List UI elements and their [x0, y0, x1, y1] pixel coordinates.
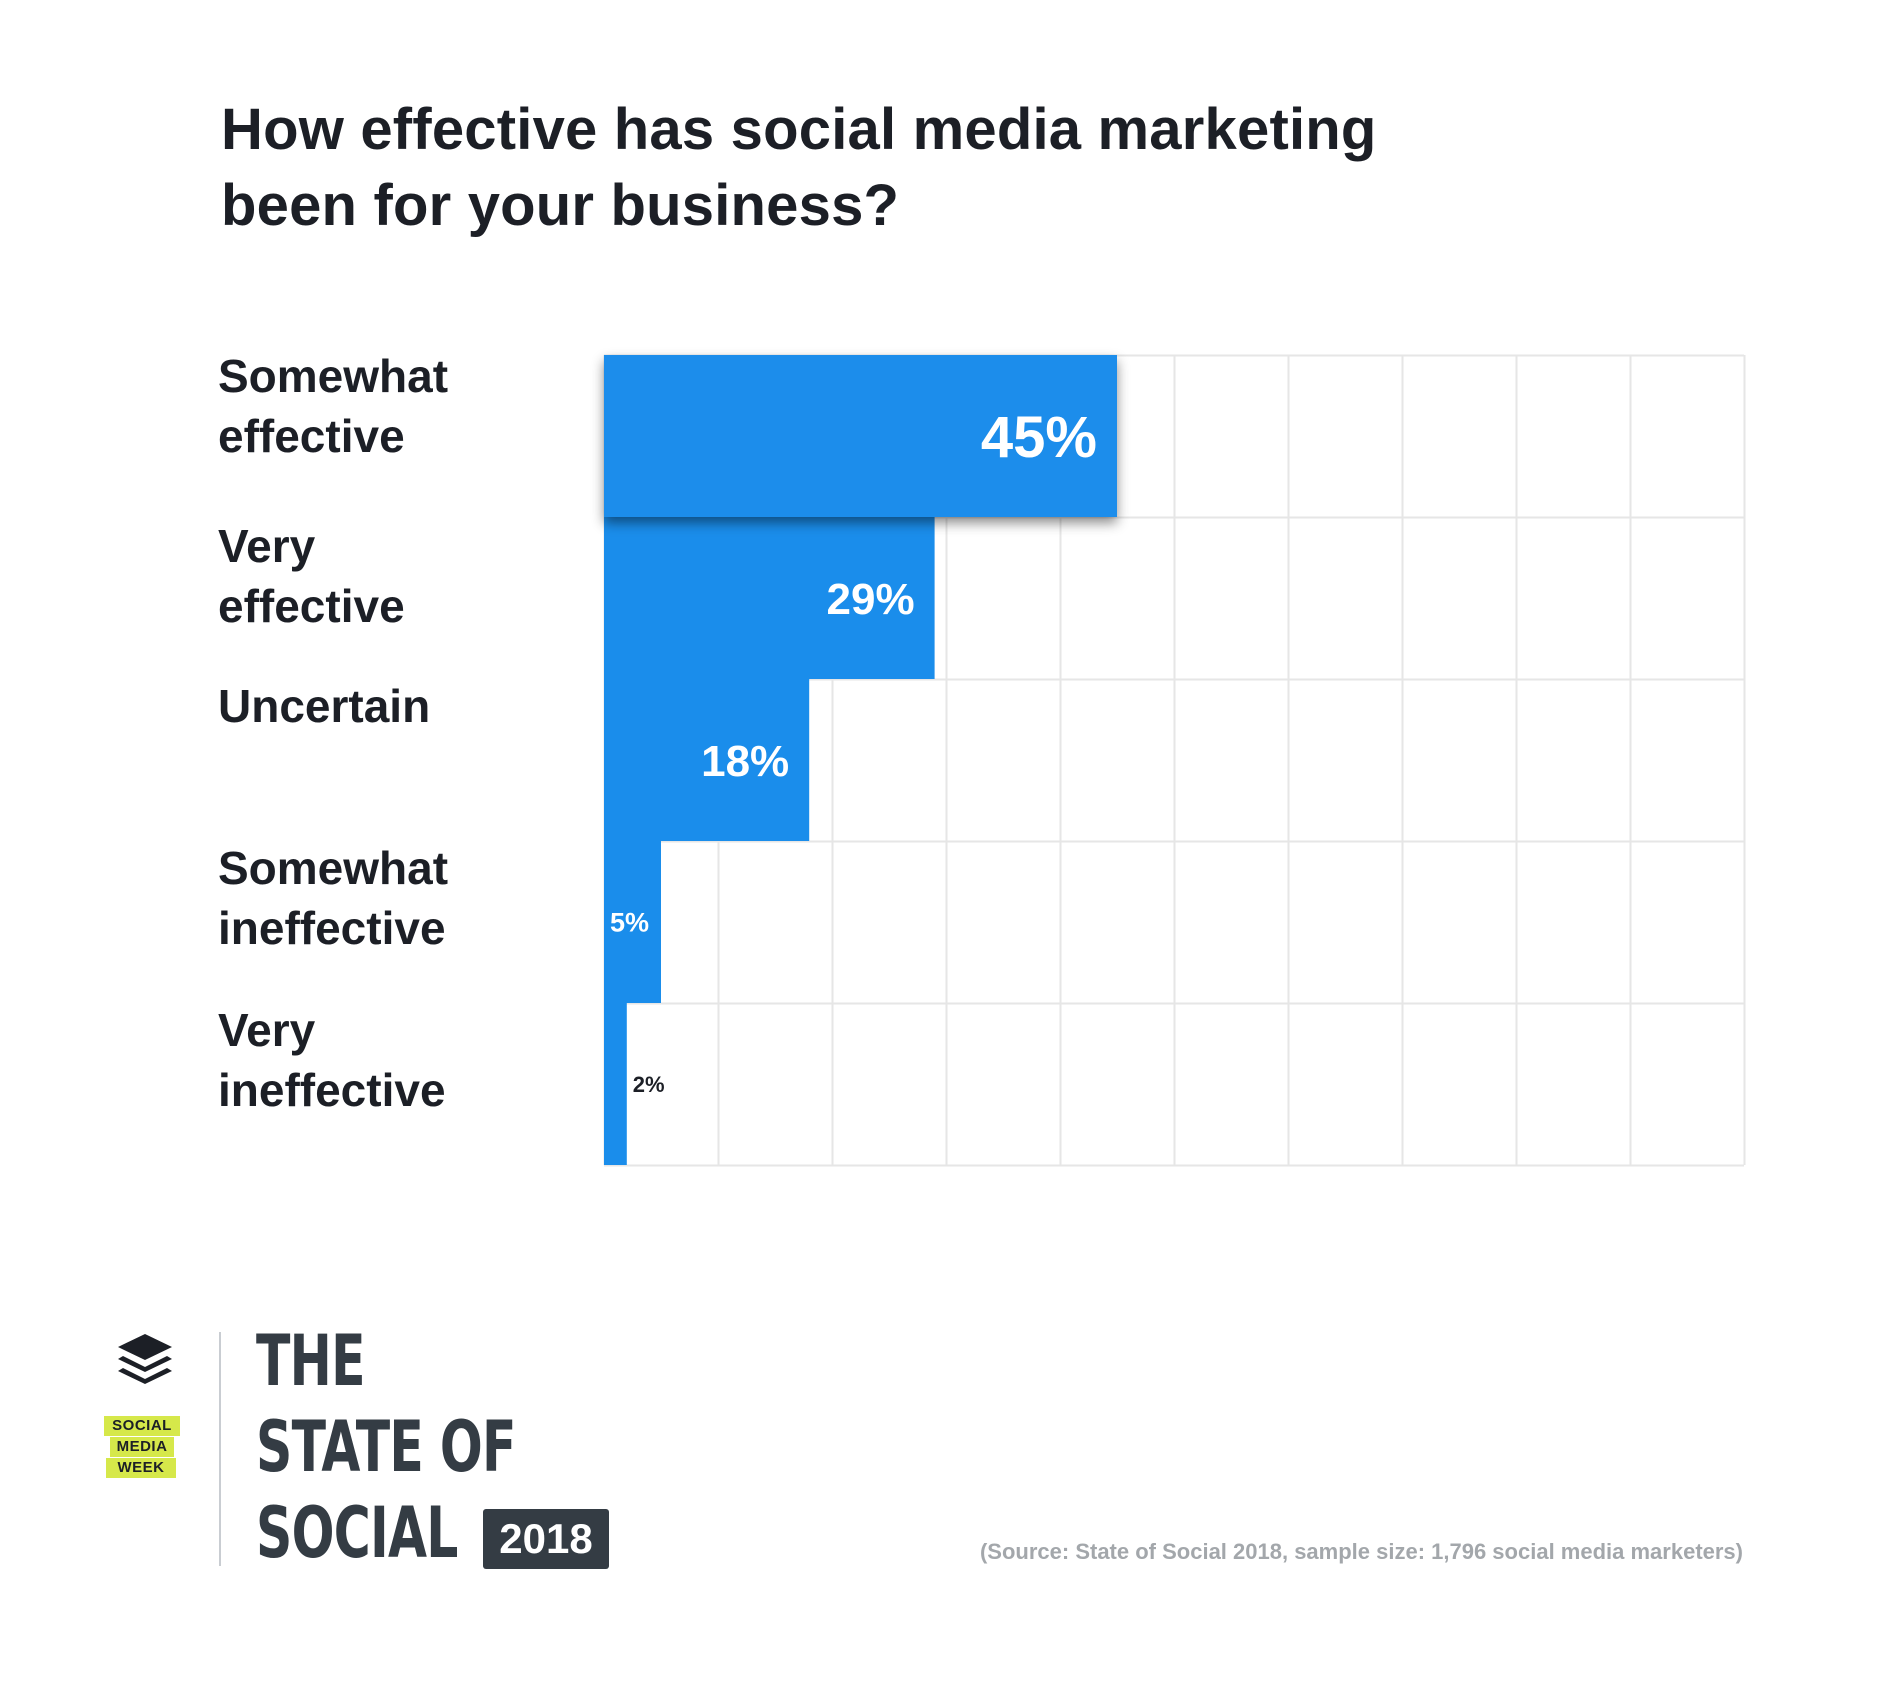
data-label: 2% [633, 1072, 665, 1097]
data-label: 5% [610, 908, 649, 938]
brand-line: THE [256, 1320, 366, 1402]
brand-wordmark: THE STATE OF SOCIAL [256, 1318, 516, 1576]
badge-line: WEEK [106, 1458, 176, 1478]
category-label-line: Very [218, 520, 316, 572]
chart-title: How effective has social media marketing… [221, 92, 1621, 244]
social-media-week-badge: SOCIAL MEDIA WEEK [104, 1416, 194, 1479]
category-label-line: Somewhat [218, 842, 449, 894]
category-label-line: ineffective [218, 1064, 446, 1116]
bars [604, 355, 1117, 1165]
category-label-line: Uncertain [218, 680, 431, 732]
category-label-line: effective [218, 580, 405, 632]
bar-uncertain [604, 679, 810, 841]
year-badge: 2018 [483, 1509, 609, 1569]
brand-line: STATE OF [256, 1406, 516, 1488]
category-label-line: effective [218, 410, 405, 462]
bar-very-effective [604, 517, 935, 679]
brand-line: SOCIAL [256, 1492, 458, 1574]
chart-title-line-1: How effective has social media marketing [221, 97, 1377, 162]
layers-logo-icon [118, 1334, 172, 1384]
badge-line: MEDIA [110, 1437, 174, 1457]
category-label-line: ineffective [218, 902, 446, 954]
logo-divider [219, 1332, 221, 1566]
category-label-somewhat-ineffective: Somewhat ineffective [218, 838, 558, 958]
source-note: (Source: State of Social 2018, sample si… [979, 1539, 1743, 1564]
category-label-line: Very [218, 1004, 316, 1056]
bar-somewhat-ineffective [604, 841, 661, 1003]
data-labels: 2% 5% 18% 29% 45% [610, 405, 1097, 1097]
category-label-line: Somewhat [218, 350, 449, 402]
category-label-somewhat-effective: Somewhat effective [218, 346, 558, 466]
category-label-very-effective: Very effective [218, 516, 558, 636]
category-label-very-ineffective: Very ineffective [218, 1000, 558, 1120]
category-label-uncertain: Uncertain [218, 676, 558, 736]
data-label: 18% [701, 737, 789, 786]
badge-line: SOCIAL [104, 1416, 180, 1436]
data-label: 45% [981, 405, 1097, 470]
bar-very-ineffective [604, 1003, 627, 1165]
data-label: 29% [827, 575, 915, 624]
bar-somewhat-effective [604, 355, 1117, 517]
chart-title-line-2: been for your business? [221, 173, 900, 238]
